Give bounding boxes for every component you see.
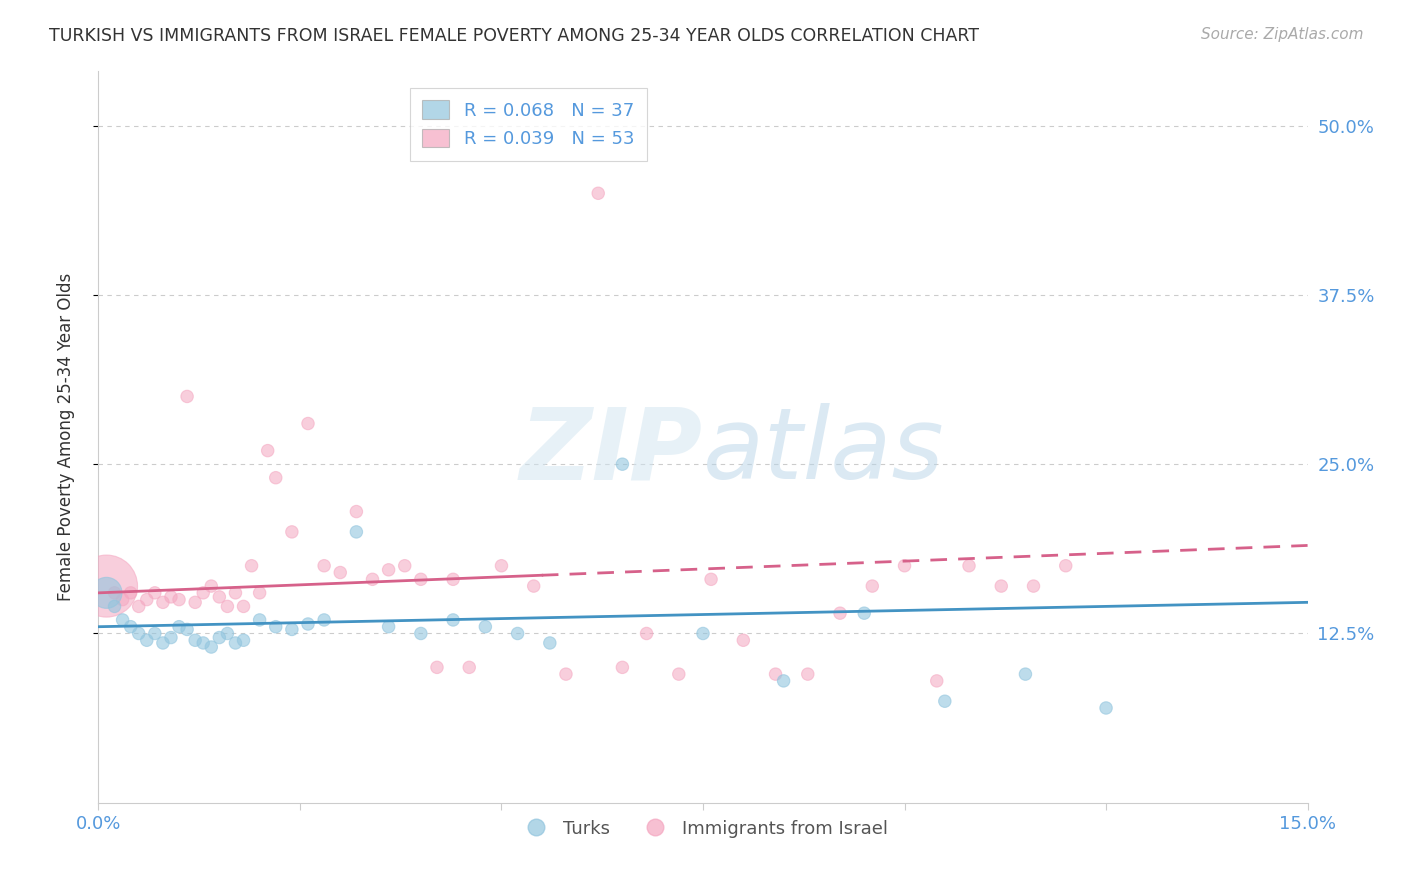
Point [297, 417, 319, 431]
Point [893, 558, 915, 573]
Point [264, 471, 287, 485]
Point [458, 660, 481, 674]
Point [232, 599, 254, 614]
Point [394, 558, 416, 573]
Point [184, 633, 207, 648]
Point [167, 592, 190, 607]
Point [555, 667, 578, 681]
Text: ZIP: ZIP [520, 403, 703, 500]
Y-axis label: Female Poverty Among 25-34 Year Olds: Female Poverty Among 25-34 Year Olds [56, 273, 75, 601]
Point [797, 667, 820, 681]
Point [208, 631, 231, 645]
Point [361, 572, 384, 586]
Point [160, 590, 183, 604]
Point [240, 558, 263, 573]
Point [249, 613, 271, 627]
Point [281, 623, 304, 637]
Point [506, 626, 529, 640]
Point [96, 579, 118, 593]
Point [297, 617, 319, 632]
Point [523, 579, 546, 593]
Point [990, 579, 1012, 593]
Point [314, 558, 336, 573]
Point [184, 595, 207, 609]
Text: TURKISH VS IMMIGRANTS FROM ISRAEL FEMALE POVERTY AMONG 25-34 YEAR OLDS CORRELATI: TURKISH VS IMMIGRANTS FROM ISRAEL FEMALE… [49, 27, 979, 45]
Point [1014, 667, 1036, 681]
Point [934, 694, 956, 708]
Point [160, 631, 183, 645]
Point [152, 595, 174, 609]
Point [828, 606, 851, 620]
Point [377, 620, 399, 634]
Point [586, 186, 609, 201]
Point [344, 505, 367, 519]
Point [612, 660, 634, 674]
Legend: Turks, Immigrants from Israel: Turks, Immigrants from Israel [510, 813, 896, 845]
Point [143, 626, 166, 640]
Point [441, 613, 464, 627]
Point [409, 572, 432, 586]
Point [409, 626, 432, 640]
Point [314, 613, 336, 627]
Point [281, 524, 304, 539]
Text: Source: ZipAtlas.com: Source: ZipAtlas.com [1201, 27, 1364, 42]
Point [217, 599, 239, 614]
Point [135, 633, 157, 648]
Point [853, 606, 876, 620]
Point [103, 586, 125, 600]
Point [441, 572, 464, 586]
Point [1022, 579, 1045, 593]
Point [96, 586, 118, 600]
Point [200, 579, 222, 593]
Point [176, 623, 198, 637]
Point [167, 620, 190, 634]
Point [668, 667, 690, 681]
Point [329, 566, 352, 580]
Point [491, 558, 513, 573]
Point [120, 620, 142, 634]
Point [208, 590, 231, 604]
Point [217, 626, 239, 640]
Point [692, 626, 714, 640]
Text: atlas: atlas [703, 403, 945, 500]
Point [426, 660, 449, 674]
Point [474, 620, 496, 634]
Point [111, 613, 134, 627]
Point [232, 633, 254, 648]
Point [1054, 558, 1077, 573]
Point [120, 586, 142, 600]
Point [143, 586, 166, 600]
Point [224, 636, 246, 650]
Point [111, 592, 134, 607]
Point [925, 673, 948, 688]
Point [152, 636, 174, 650]
Point [765, 667, 787, 681]
Point [224, 586, 246, 600]
Point [128, 626, 150, 640]
Point [128, 599, 150, 614]
Point [860, 579, 883, 593]
Point [377, 563, 399, 577]
Point [176, 389, 198, 403]
Point [612, 457, 634, 471]
Point [733, 633, 755, 648]
Point [538, 636, 561, 650]
Point [103, 599, 125, 614]
Point [135, 592, 157, 607]
Point [772, 673, 794, 688]
Point [200, 640, 222, 654]
Point [957, 558, 980, 573]
Point [256, 443, 278, 458]
Point [636, 626, 658, 640]
Point [700, 572, 723, 586]
Point [344, 524, 367, 539]
Point [249, 586, 271, 600]
Point [264, 620, 287, 634]
Point [1095, 701, 1118, 715]
Point [193, 636, 215, 650]
Point [193, 586, 215, 600]
